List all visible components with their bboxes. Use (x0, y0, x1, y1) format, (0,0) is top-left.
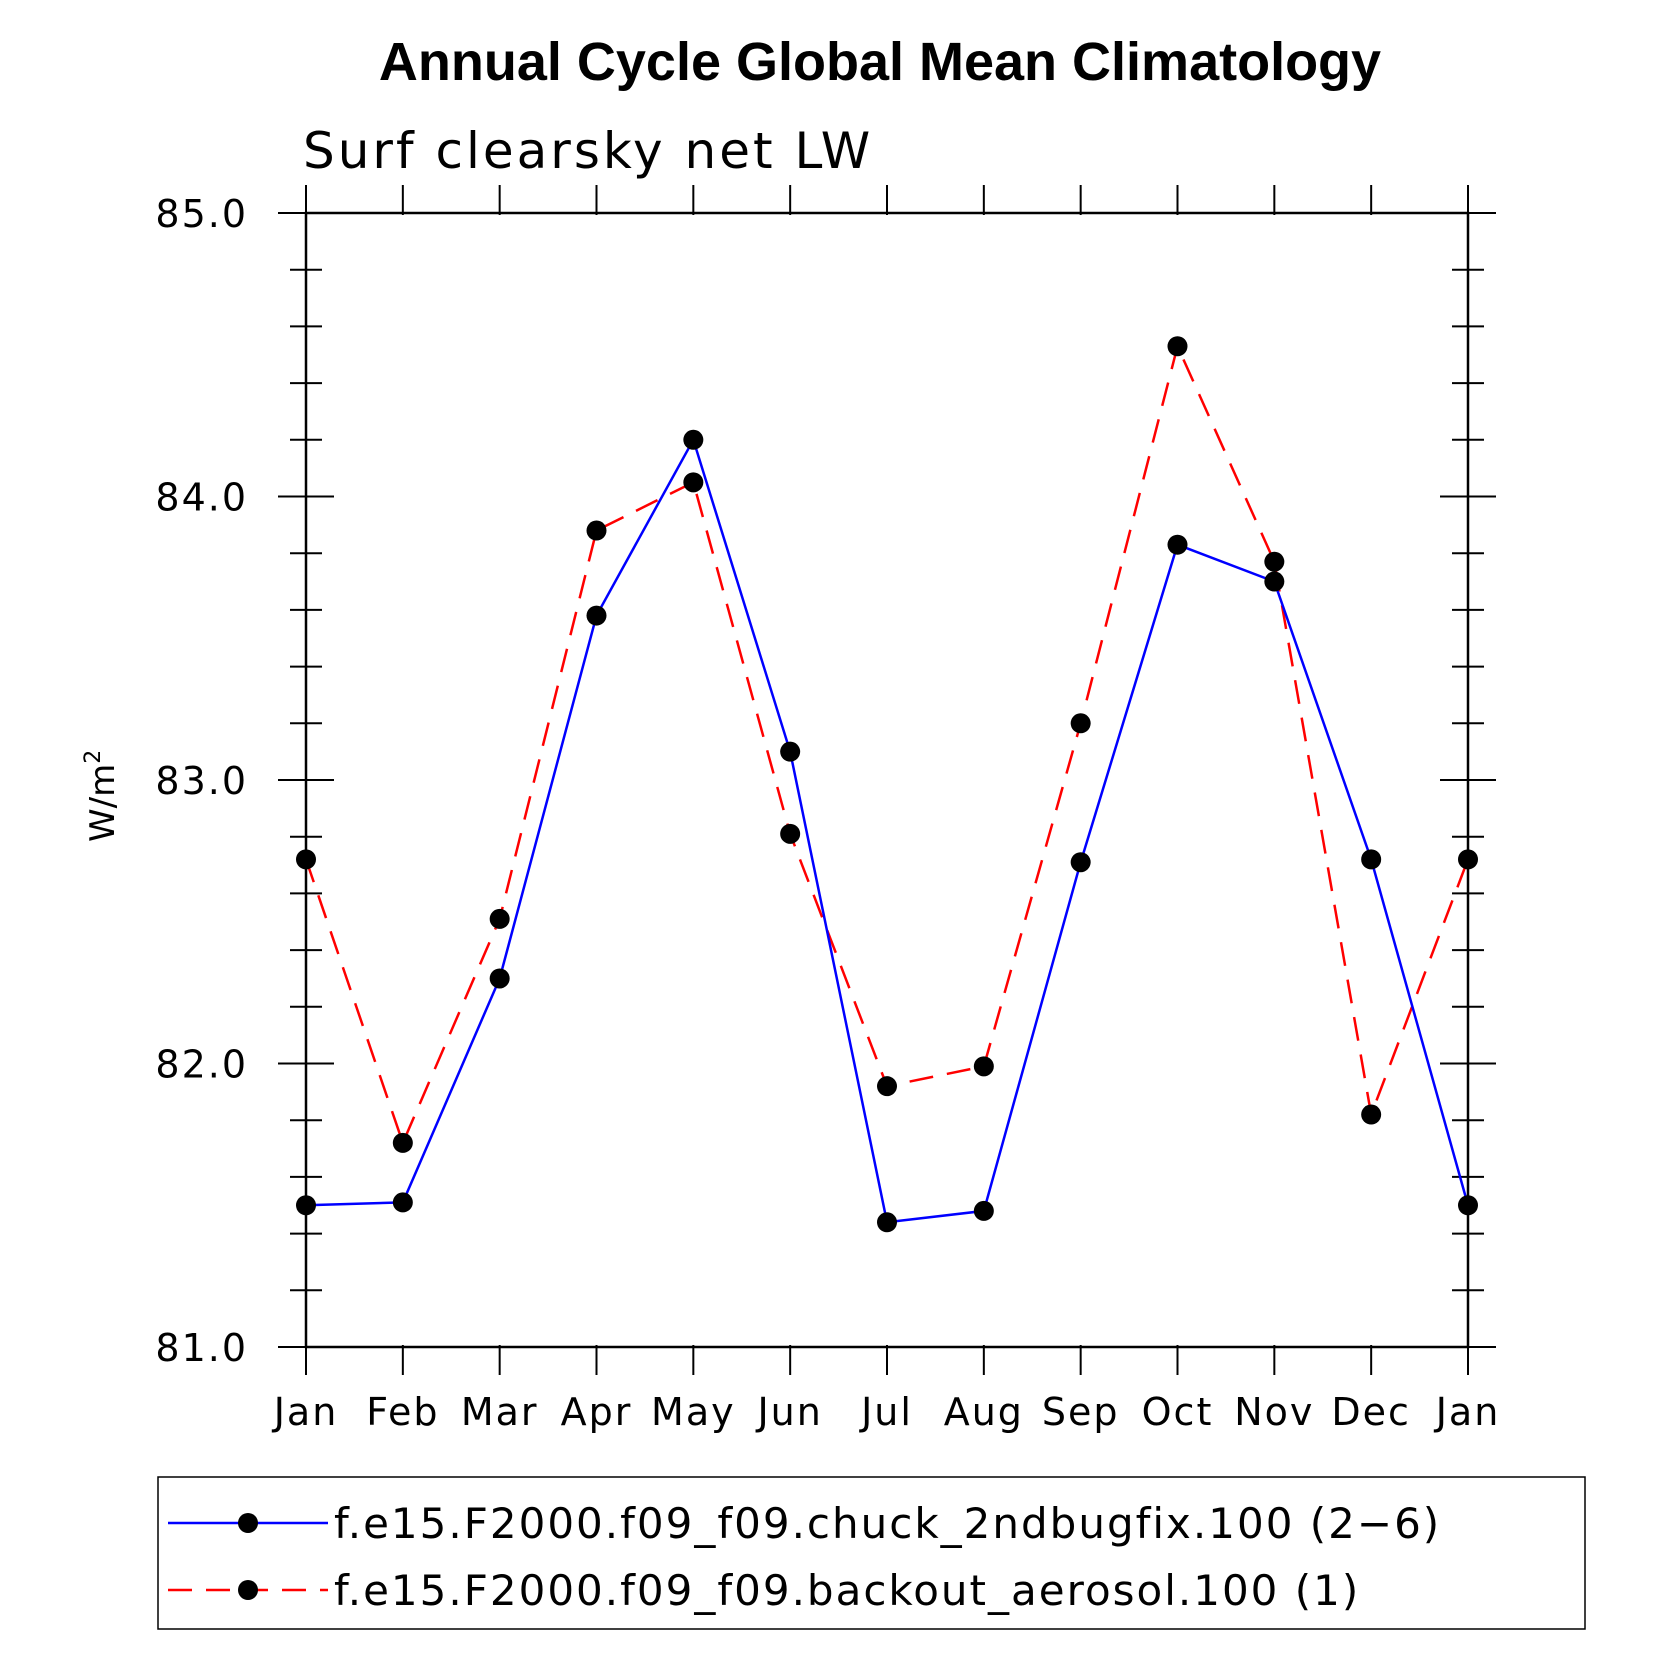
plot-frame (304, 211, 1470, 1349)
data-point (973, 1200, 994, 1221)
data-point (1070, 713, 1091, 734)
series-layer (296, 336, 1478, 1233)
y-tick-label: 81.0 (155, 1326, 248, 1370)
x-tick-label: Aug (944, 1390, 1024, 1434)
y-axis-label-superscript: 2 (81, 750, 106, 764)
data-point (877, 1076, 897, 1097)
data-point (1361, 1104, 1382, 1125)
series-line (305, 436, 1470, 1224)
x-tick-label: Nov (1234, 1390, 1314, 1434)
data-point (296, 1195, 316, 1216)
chart-subtitle: Surf clearsky net LW (303, 122, 873, 180)
data-point (392, 1132, 413, 1153)
y-axis-label: W/m2 (81, 750, 123, 842)
data-point (296, 849, 316, 870)
data-point (683, 429, 704, 450)
legend-label: f.e15.F2000.f09_f09.chuck_2ndbugfix.100 … (334, 1499, 1441, 1548)
data-point (586, 520, 607, 541)
x-axis-ticks: Jan Feb Mar Apr May Jun Jul Aug Sep Oct Nov Dec Jan (272, 185, 1501, 1434)
data-point (586, 605, 607, 626)
x-tick-label: Feb (366, 1390, 439, 1434)
data-point (1070, 852, 1091, 873)
chart-title: Annual Cycle Global Mean Climatology (379, 32, 1381, 92)
y-tick-label: 82.0 (155, 1043, 248, 1087)
x-tick-label: Jan (1434, 1390, 1501, 1434)
x-tick-label: Apr (561, 1390, 633, 1434)
x-tick-label: Sep (1042, 1390, 1120, 1434)
data-point (1458, 849, 1478, 870)
y-tick-label: 85.0 (155, 192, 248, 236)
data-point (1167, 534, 1188, 555)
x-tick-label: Jun (755, 1390, 822, 1434)
legend: f.e15.F2000.f09_f09.chuck_2ndbugfix.100 … (157, 1476, 1586, 1630)
data-point (392, 1192, 413, 1213)
y-tick-label: 84.0 (155, 476, 248, 520)
x-tick-label: May (651, 1390, 736, 1434)
x-tick-label: Oct (1142, 1390, 1214, 1434)
data-point (1167, 336, 1188, 357)
data-point (1264, 551, 1285, 572)
x-tick-label: Jan (272, 1390, 339, 1434)
x-tick-label: Dec (1331, 1390, 1411, 1434)
data-point (973, 1056, 994, 1077)
data-point (489, 968, 510, 989)
data-point (1458, 1195, 1478, 1216)
data-point (780, 741, 801, 762)
data-point (683, 472, 704, 493)
legend-entries: f.e15.F2000.f09_f09.chuck_2ndbugfix.100 … (168, 1499, 1441, 1615)
data-point (877, 1212, 897, 1233)
plot-axes (304, 211, 1470, 1349)
x-tick-label: Mar (461, 1390, 539, 1434)
data-point (1361, 849, 1382, 870)
x-tick-label: Jul (859, 1390, 913, 1434)
data-point (780, 823, 801, 844)
legend-box (157, 1476, 1586, 1630)
legend-marker (238, 1580, 258, 1600)
y-axis-ticks: 81.0 82.0 83.0 84.0 85.0 (155, 192, 1496, 1370)
legend-marker (238, 1513, 258, 1533)
y-tick-label: 83.0 (155, 759, 248, 803)
legend-label: f.e15.F2000.f09_f09.backout_aerosol.100 … (334, 1566, 1360, 1615)
y-axis-label-text: W/m (83, 764, 123, 842)
data-point (1264, 571, 1285, 592)
data-point (489, 908, 510, 929)
